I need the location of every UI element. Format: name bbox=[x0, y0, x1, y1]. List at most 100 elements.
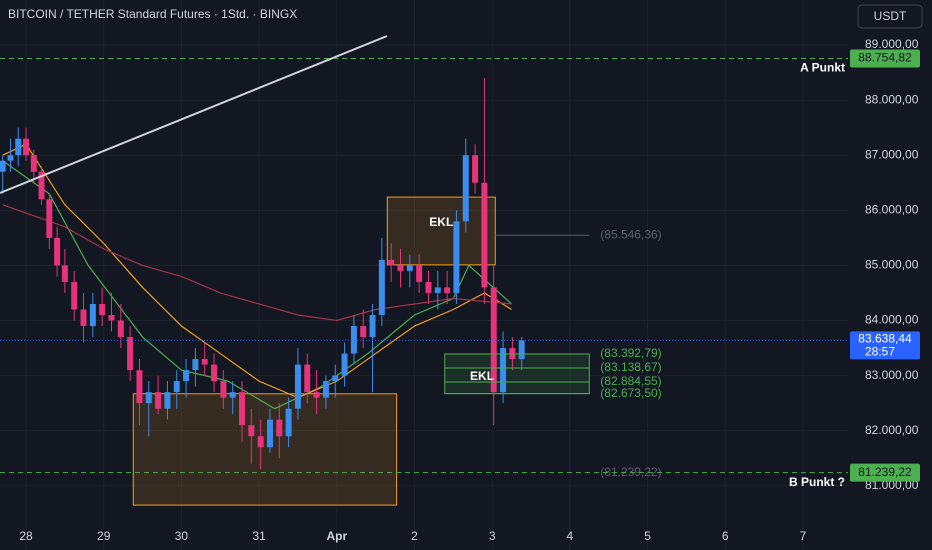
candle-body bbox=[266, 419, 273, 448]
candle-body bbox=[332, 375, 339, 382]
candle-body bbox=[155, 392, 162, 409]
x-tick-label: 6 bbox=[722, 529, 729, 543]
price-tag bbox=[850, 49, 920, 68]
trend-line bbox=[0, 35, 388, 194]
zone bbox=[444, 353, 590, 395]
candle-body bbox=[350, 326, 357, 354]
x-tick-label: Apr bbox=[326, 529, 347, 543]
candle-body bbox=[0, 160, 6, 172]
currency-label: USDT bbox=[874, 9, 907, 23]
price-line-name: B Punkt ? bbox=[789, 475, 845, 489]
moving-average bbox=[2, 143, 512, 399]
candle-body bbox=[453, 221, 460, 293]
candle-body bbox=[518, 340, 525, 360]
candle-body bbox=[127, 337, 134, 371]
candle-body bbox=[192, 359, 199, 371]
candle-body bbox=[313, 392, 320, 398]
level-label: (82.884,55) bbox=[600, 374, 661, 388]
chart-title: BITCOIN / TETHER Standard Futures · 1Std… bbox=[8, 7, 297, 21]
currency-button[interactable] bbox=[857, 4, 923, 29]
candle-body bbox=[406, 265, 413, 271]
candle-body bbox=[46, 199, 53, 238]
candle-body bbox=[369, 315, 376, 338]
zone-label: EKL bbox=[470, 369, 494, 383]
y-tick-label: 86.000,00 bbox=[865, 202, 919, 216]
y-tick-label: 87.000,00 bbox=[865, 147, 919, 161]
candle-body bbox=[136, 370, 143, 404]
candle-body bbox=[7, 155, 14, 161]
candle-body bbox=[472, 155, 479, 183]
y-tick-label: 84.000,00 bbox=[865, 313, 919, 327]
candle-body bbox=[38, 171, 45, 200]
price-tag-label: 88.754,82 bbox=[858, 51, 912, 65]
price-line-name: A Punkt bbox=[800, 61, 845, 75]
candle-body bbox=[341, 353, 348, 376]
level-label: (83.392,79) bbox=[600, 346, 661, 360]
price-tag bbox=[850, 463, 920, 482]
candle-body bbox=[444, 287, 451, 293]
candle-body bbox=[23, 138, 30, 156]
candle-body bbox=[434, 287, 441, 293]
candle-body bbox=[397, 265, 404, 271]
candle-body bbox=[220, 381, 227, 398]
candle-body bbox=[80, 309, 87, 327]
candle-body bbox=[500, 348, 507, 393]
x-tick-label: 7 bbox=[800, 529, 807, 543]
y-tick-label: 85.000,00 bbox=[865, 258, 919, 272]
candle-body bbox=[294, 364, 301, 409]
candle-body bbox=[183, 370, 190, 382]
candle-body bbox=[15, 138, 22, 156]
candle-body bbox=[108, 315, 115, 321]
level-label: (82.673,50) bbox=[600, 386, 661, 400]
x-tick-label: 5 bbox=[644, 529, 651, 543]
candle-body bbox=[61, 265, 68, 282]
candle-body bbox=[201, 359, 208, 365]
y-tick-label: 89.000,00 bbox=[865, 37, 919, 51]
candle-body bbox=[145, 392, 152, 404]
candle-body bbox=[416, 265, 423, 282]
last-price-label: 83.638,44 bbox=[858, 332, 912, 346]
candle-body bbox=[30, 155, 37, 172]
level-label: (81.239,22) bbox=[600, 465, 661, 479]
candle-body bbox=[117, 320, 124, 338]
x-tick-label: 30 bbox=[175, 529, 189, 543]
candle-body bbox=[248, 425, 255, 437]
x-tick-label: 29 bbox=[97, 529, 111, 543]
zone bbox=[132, 393, 398, 506]
candle-body bbox=[173, 381, 180, 393]
candle-body bbox=[164, 392, 171, 409]
candle-body bbox=[257, 436, 264, 448]
candle-body bbox=[481, 182, 488, 288]
candle-body bbox=[99, 303, 106, 316]
candle-body bbox=[229, 392, 236, 398]
level-label: (83.138,67) bbox=[600, 360, 661, 374]
zone bbox=[386, 196, 496, 266]
x-tick-label: 31 bbox=[252, 529, 266, 543]
y-tick-label: 82.000,00 bbox=[865, 423, 919, 437]
candle-body bbox=[71, 281, 78, 310]
x-tick-label: 28 bbox=[19, 529, 33, 543]
y-tick-label: 88.000,00 bbox=[865, 92, 919, 106]
x-tick-label: 4 bbox=[567, 529, 574, 543]
candle-body bbox=[425, 281, 432, 293]
candle-body bbox=[322, 381, 329, 398]
candle-body bbox=[54, 237, 61, 266]
price-tag-label: 81.239,22 bbox=[858, 465, 912, 479]
candle-body bbox=[89, 303, 96, 327]
zone-label: EKL bbox=[429, 215, 453, 229]
candle-body bbox=[462, 155, 469, 222]
candle-body bbox=[378, 259, 385, 316]
candle-body bbox=[239, 392, 246, 426]
x-tick-label: 2 bbox=[411, 529, 418, 543]
x-tick-label: 3 bbox=[489, 529, 496, 543]
candle-body bbox=[276, 419, 283, 437]
candle-body bbox=[490, 287, 497, 393]
y-tick-label: 83.000,00 bbox=[865, 368, 919, 382]
moving-average bbox=[2, 204, 512, 322]
countdown: 28:57 bbox=[865, 345, 895, 359]
candle-body bbox=[285, 408, 292, 437]
candle-body bbox=[388, 259, 395, 266]
